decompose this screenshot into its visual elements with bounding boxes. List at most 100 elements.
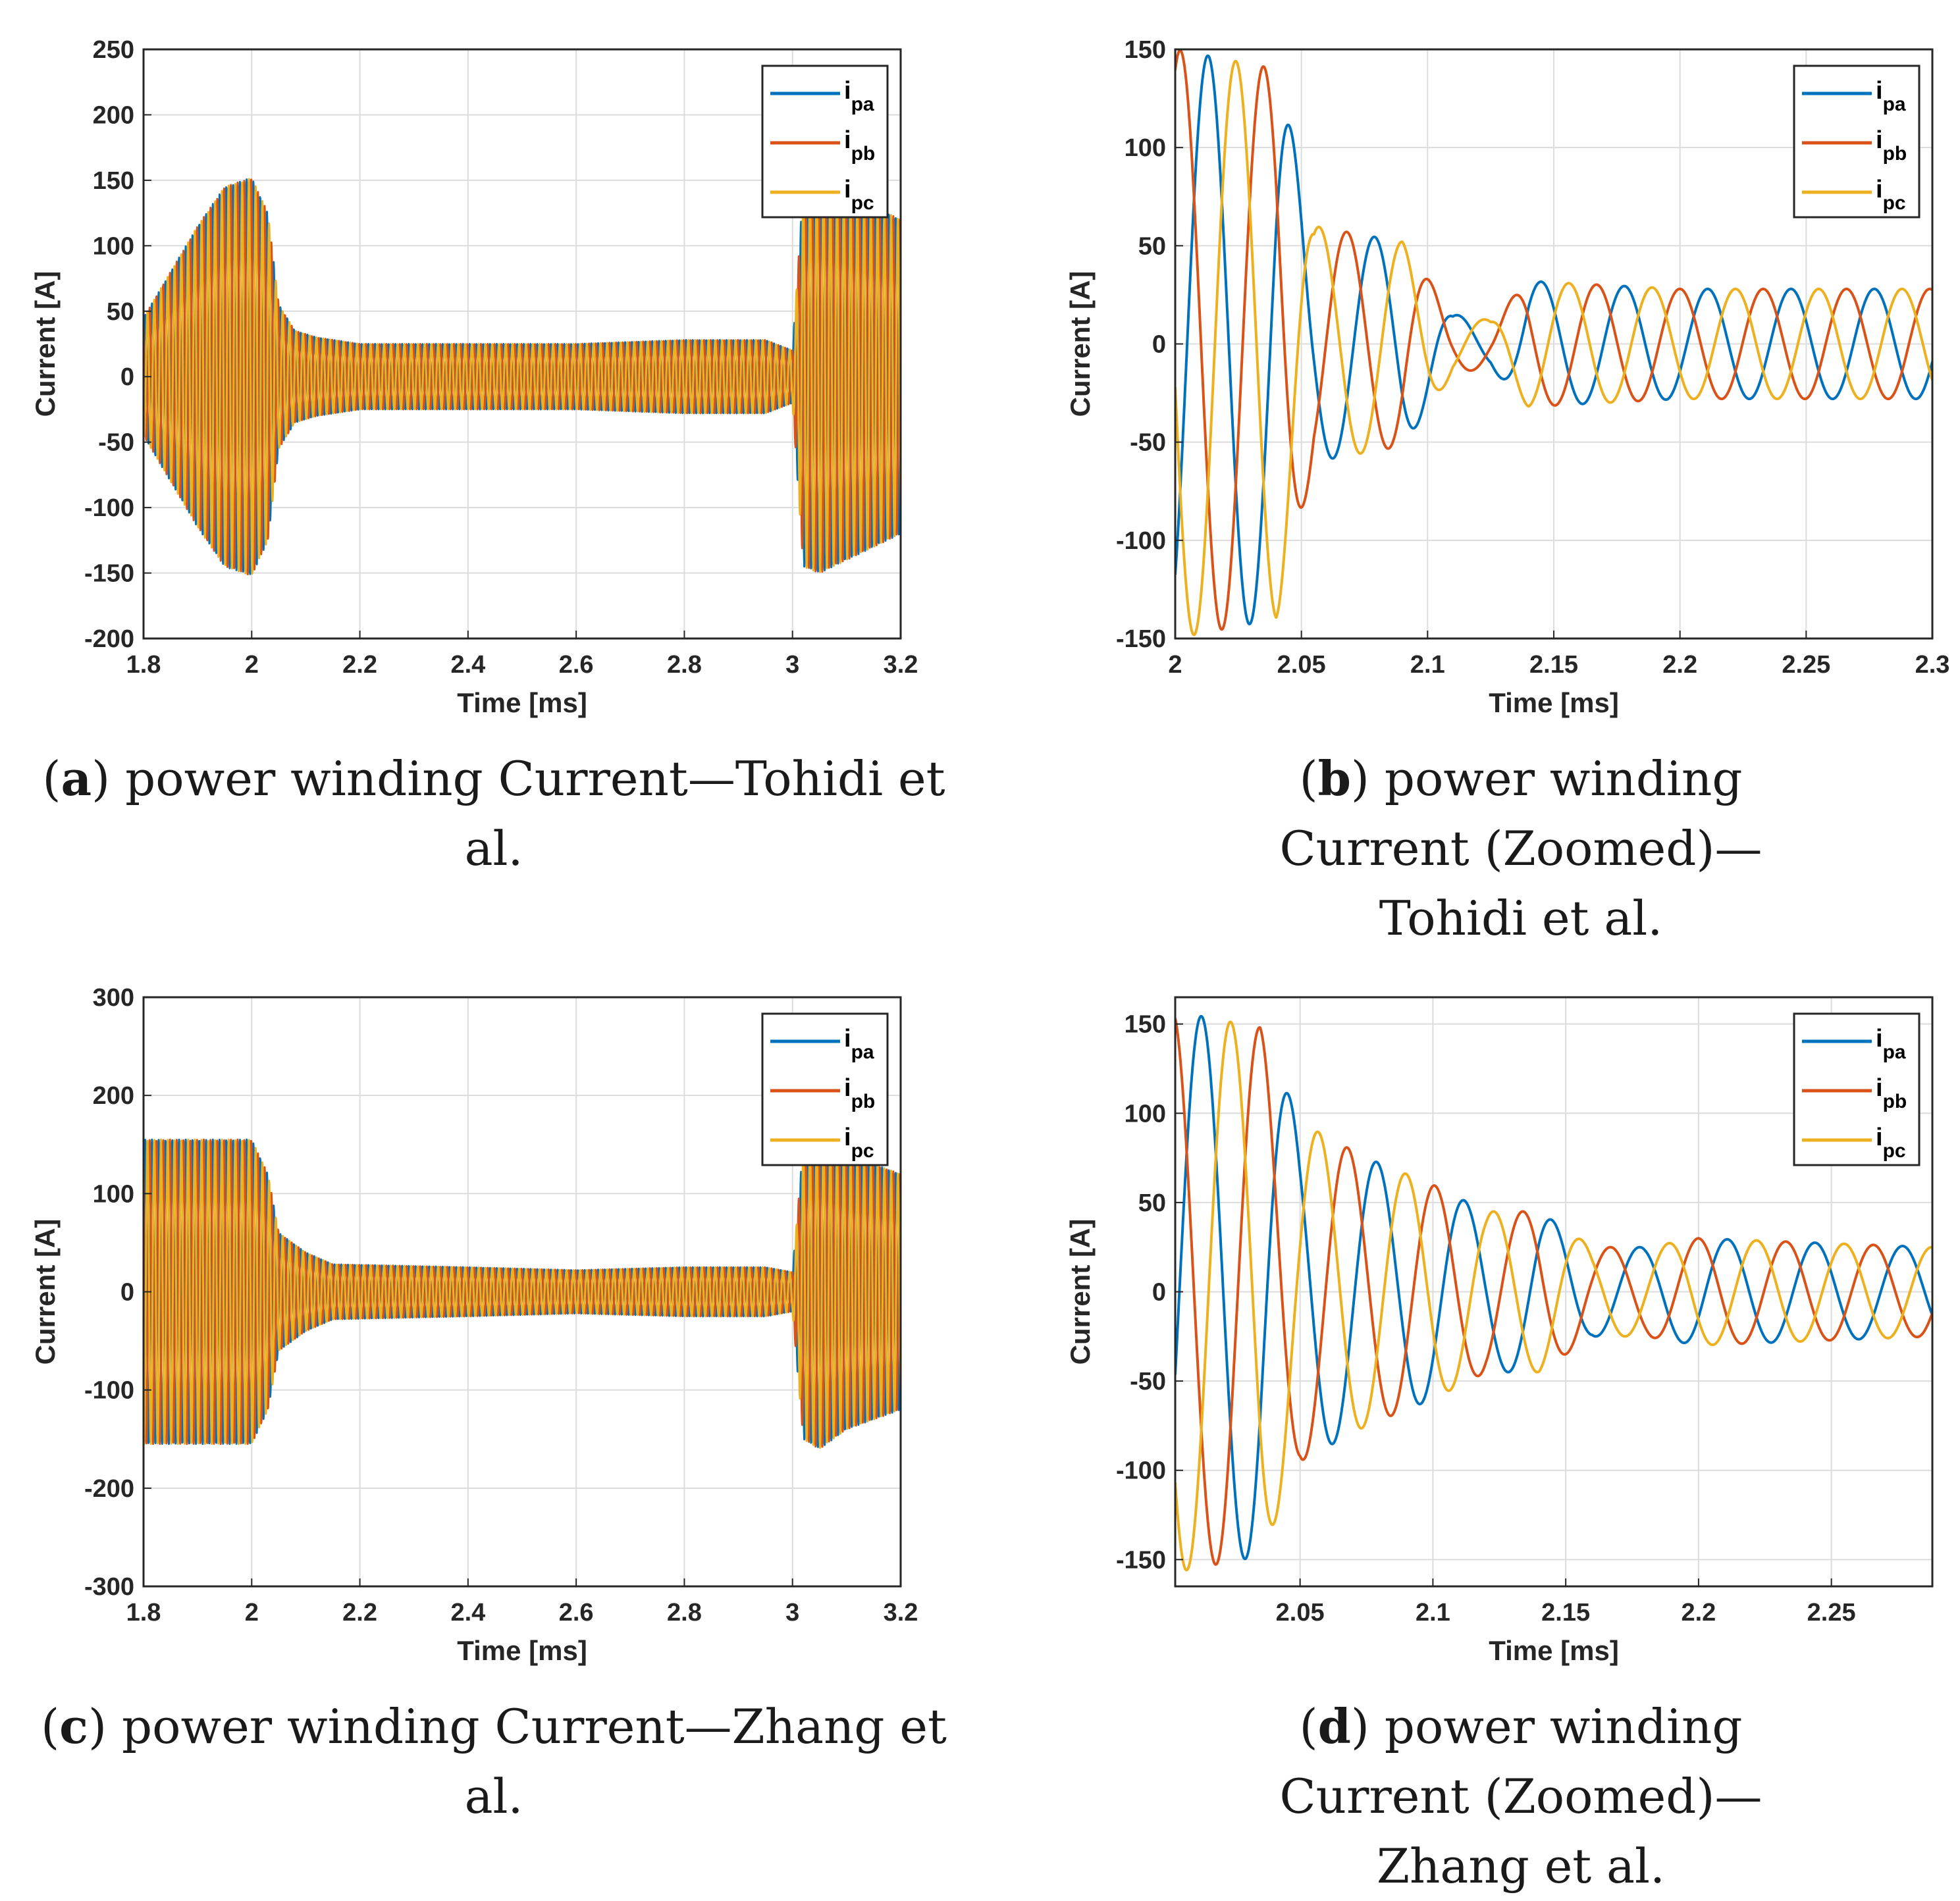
legend-label-ipa: ipa: [844, 77, 874, 115]
legend-label-ipc: ipc: [844, 176, 874, 214]
x-tick-label: 2.2: [1681, 1599, 1716, 1627]
series-line-ipc: [1175, 1020, 1932, 1572]
series-line-ipb: [1175, 49, 1932, 631]
legend: ipa ipb ipc: [761, 65, 889, 219]
x-axis-label: Time [ms]: [457, 687, 587, 718]
y-tick-label: 50: [1138, 232, 1166, 260]
y-tick-label: 100: [93, 1180, 134, 1208]
caption-b: (b) power winding Current (Zoomed)—Tohid…: [1279, 750, 1762, 946]
caption-text: power winding Current—Zhang et al.: [122, 1699, 947, 1824]
chart-b: 2 2.05 2.1 2.15 2.2 2.25 2.3 -150 -100 -50 0 50 100 1…: [1065, 36, 1950, 718]
legend-label-ipb: ipb: [1876, 1074, 1907, 1112]
caption-text: power winding Current (Zoomed)—Zhang et …: [1279, 1699, 1762, 1894]
y-tick-label: -200: [84, 1475, 134, 1503]
series-line-ipb: [1175, 1018, 1932, 1566]
chart-panel-a: 1.8 2 2.2 2.4 2.6 2.8 3 3.2 -200 -150 -100 -50 0 50 10…: [0, 0, 980, 731]
y-tick-label: 200: [93, 101, 134, 129]
chart-a: 1.8 2 2.2 2.4 2.6 2.8 3 3.2 -200 -150 -100 -50 0 50 10…: [30, 36, 918, 718]
chart-panel-d: 2.05 2.1 2.15 2.2 2.25 -150 -100 -50 0 50 100 150 Ti…: [988, 948, 1960, 1679]
y-tick-label: 100: [93, 232, 134, 260]
caption-text: power winding Current (Zoomed)—Tohidi et…: [1279, 751, 1762, 946]
legend-label-ipa: ipa: [844, 1025, 874, 1063]
series-line-ipa: [1175, 54, 1932, 625]
x-tick-label: 3.2: [884, 651, 918, 679]
legend: ipa ipb ipc: [1793, 1012, 1920, 1166]
series-line-ipc: [144, 178, 901, 575]
caption-text: power winding Current—Tohidi et al.: [125, 751, 945, 876]
legend-label-ipa: ipa: [1876, 77, 1906, 115]
chart-panel-c: 1.8 2 2.2 2.4 2.6 2.8 3 3.2 -300 -200 -100 0 100 200 3…: [0, 948, 980, 1679]
y-tick-label: 0: [1152, 331, 1166, 359]
x-tick-label: 2.4: [450, 1599, 485, 1627]
axes-box: [142, 48, 902, 640]
x-tick-label: 2.3: [1915, 651, 1950, 679]
x-tick-label: 2.8: [667, 1599, 702, 1627]
caption-letter: d: [1317, 1698, 1351, 1754]
caption-c: (c) power winding Current—Zhang et al.: [41, 1698, 947, 1824]
x-tick-label: 2.2: [342, 651, 377, 679]
y-tick-label: -300: [84, 1573, 134, 1601]
series-group: [144, 1135, 901, 1449]
x-tick-label: 2.1: [1410, 651, 1445, 679]
y-tick-label: 250: [93, 36, 134, 64]
x-tick-label: 2.6: [559, 651, 594, 679]
y-tick-label: 300: [93, 984, 134, 1012]
y-tick-label: -50: [1130, 429, 1166, 457]
x-tick-label: 2: [245, 1599, 259, 1627]
x-tick-label: 1.8: [126, 1599, 161, 1627]
series-line-ipb: [144, 178, 901, 575]
y-tick-label: -100: [84, 494, 134, 522]
y-tick-label: 150: [1125, 1011, 1166, 1039]
y-axis-label: Current [A]: [30, 1219, 61, 1365]
caption-letter: a: [61, 750, 92, 806]
chart-c: 1.8 2 2.2 2.4 2.6 2.8 3 3.2 -300 -200 -100 0 100 200 3…: [30, 984, 918, 1666]
legend-label-ipb: ipb: [844, 126, 875, 165]
caption-letter: c: [59, 1698, 89, 1754]
x-tick-label: 3: [785, 651, 799, 679]
caption-letter: b: [1317, 750, 1351, 806]
y-axis-label: Current [A]: [30, 271, 61, 417]
y-tick-label: 100: [1125, 1100, 1166, 1128]
series-group: [144, 178, 901, 575]
legend: ipa ipb ipc: [761, 1012, 889, 1166]
chart-panel-b: 2 2.05 2.1 2.15 2.2 2.25 2.3 -150 -100 -50 0 50 100 1…: [988, 0, 1960, 731]
y-tick-label: 50: [1138, 1189, 1166, 1217]
x-axis-label: Time [ms]: [1489, 1635, 1619, 1666]
series-line-ipc: [1175, 59, 1932, 637]
x-tick-label: 2.15: [1529, 651, 1578, 679]
x-tick-label: 2.8: [667, 651, 702, 679]
series-line-ipc: [144, 1135, 901, 1449]
x-axis-label: Time [ms]: [1489, 687, 1619, 718]
legend-label-ipc: ipc: [844, 1124, 874, 1162]
legend-label-ipa: ipa: [1876, 1025, 1906, 1063]
x-tick-label: 2.1: [1416, 1599, 1450, 1627]
y-tick-label: -50: [1130, 1368, 1166, 1395]
y-tick-label: -100: [1116, 527, 1166, 555]
x-tick-label: 2: [245, 651, 259, 679]
x-tick-label: 2: [1168, 651, 1182, 679]
y-tick-label: 50: [107, 298, 134, 326]
legend: ipa ipb ipc: [1793, 65, 1920, 219]
x-tick-label: 2.05: [1277, 651, 1326, 679]
series-group: [1175, 49, 1932, 637]
x-tick-label: 2.25: [1782, 651, 1830, 679]
y-tick-label: -100: [1116, 1457, 1166, 1485]
series-line-ipb: [144, 1135, 901, 1448]
y-tick-label: -50: [98, 429, 134, 457]
y-tick-label: -100: [84, 1377, 134, 1405]
y-tick-label: -150: [84, 560, 134, 588]
x-tick-label: 1.8: [126, 651, 161, 679]
legend-label-ipc: ipc: [1876, 1124, 1906, 1162]
x-tick-label: 2.6: [559, 1599, 594, 1627]
series-line-ipa: [144, 1135, 901, 1448]
x-tick-label: 2.25: [1807, 1599, 1856, 1627]
y-tick-label: -150: [1116, 1546, 1166, 1574]
x-axis-label: Time [ms]: [457, 1635, 587, 1666]
y-tick-label: 150: [1125, 36, 1166, 64]
y-tick-label: 0: [1152, 1279, 1166, 1307]
series-line-ipa: [144, 178, 901, 575]
y-tick-label: 150: [93, 167, 134, 195]
caption-a: (a) power winding Current—Tohidi et al.: [42, 750, 945, 876]
y-tick-label: 100: [1125, 134, 1166, 162]
x-tick-label: 2.2: [1662, 651, 1697, 679]
